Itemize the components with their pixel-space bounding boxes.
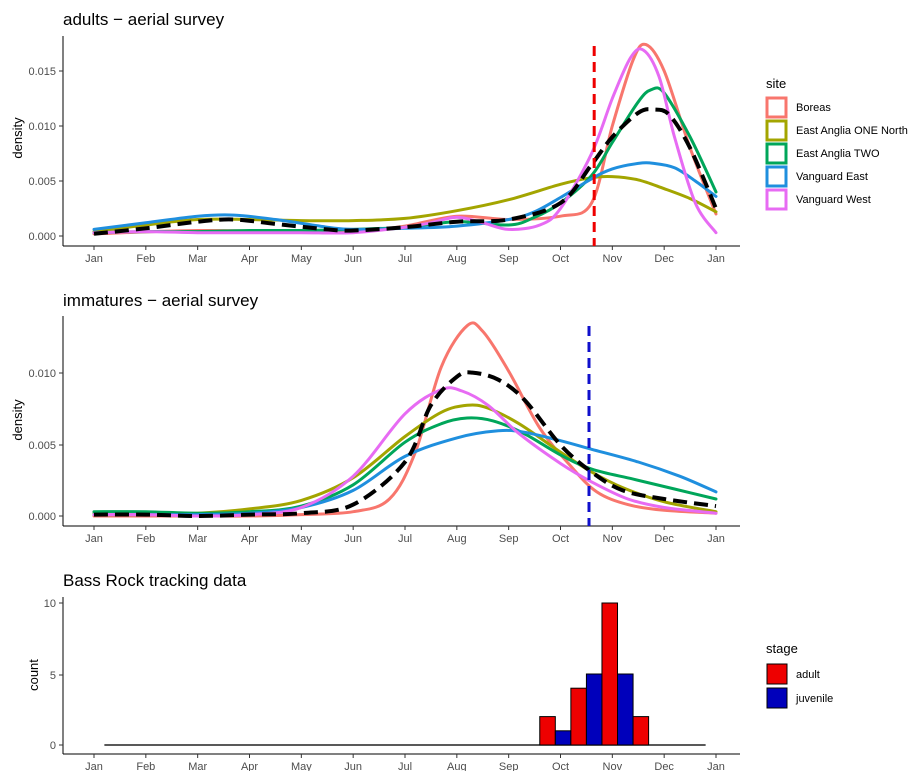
x-tick-label: Sep	[499, 253, 519, 265]
legend-key-boreas	[765, 96, 788, 119]
y-tick-label: 10	[44, 598, 56, 610]
legend-key-vanguard-east	[765, 165, 788, 188]
x-tick-label: Aug	[447, 533, 467, 545]
x-tick-label: Jun	[344, 253, 362, 265]
x-tick-label: Jan	[707, 253, 725, 265]
x-tick-label: Dec	[654, 533, 674, 545]
legend-label-stage: adult	[796, 669, 820, 681]
x-tick-label: Oct	[552, 533, 569, 545]
bar-juvenile	[554, 730, 572, 746]
bar-juvenile	[585, 673, 603, 746]
panel-bass-rock: Bass Rock tracking data count 0 5 10 Jan Feb…	[26, 571, 740, 771]
x-tick-label: Aug	[447, 253, 467, 265]
x-tick-label: Jan	[85, 533, 103, 545]
y-tick-label: 0	[50, 740, 56, 752]
x-tick-label: Mar	[188, 533, 207, 545]
x-tick-label: Nov	[603, 253, 623, 265]
legend-label-site: East Anglia TWO	[796, 148, 880, 160]
x-tick-label: May	[291, 761, 312, 771]
x-tick-label: Dec	[654, 253, 674, 265]
x-tick-label: May	[291, 533, 312, 545]
x-tick-label: Aug	[447, 761, 467, 771]
y-tick-label: 0.010	[28, 121, 56, 133]
y-axis-title-immatures: density	[10, 399, 25, 441]
plot-area-bass-rock: 0 5 10 Jan Feb Mar Apr May Jun Jul Aug Sep Oct Nov Dec…	[44, 597, 740, 771]
bar-juvenile	[617, 673, 634, 746]
x-tick-label: Jan	[707, 761, 725, 771]
legend-title-site: site	[766, 76, 786, 91]
x-tick-label: Jul	[398, 533, 412, 545]
x-tick-label: Feb	[136, 253, 155, 265]
legend-label-site: East Anglia ONE North	[796, 125, 908, 137]
x-tick-label: Jan	[85, 253, 103, 265]
x-tick-label: Apr	[241, 253, 258, 265]
x-tick-label: Jan	[707, 533, 725, 545]
bar-adult	[570, 687, 587, 746]
x-tick-label: Feb	[136, 533, 155, 545]
x-tick-label: Apr	[241, 533, 258, 545]
overall-density-line	[93, 107, 718, 236]
legend-key-east-anglia-one-north	[765, 119, 788, 142]
panel-adults: adults − aerial survey density 0.0000.00…	[10, 10, 740, 265]
bar-adult	[539, 716, 556, 746]
legend-key-adult	[766, 663, 788, 685]
x-tick-label: Nov	[603, 533, 623, 545]
plot-area-immatures: 0.000 0.005 0.010 Jan Feb Mar Apr May Jun Jul Aug S…	[28, 316, 740, 545]
overall-density-line	[93, 370, 717, 519]
series-line-vanguard-west	[92, 386, 718, 518]
x-tick-label: Feb	[136, 761, 155, 771]
x-tick-label: Jun	[344, 761, 362, 771]
panel-title-immatures: immatures − aerial survey	[63, 291, 259, 310]
series-line-vanguard-west	[92, 47, 718, 235]
panel-title-adults: adults − aerial survey	[63, 10, 225, 29]
x-tick-label: May	[291, 253, 312, 265]
y-tick-label: 0.000	[28, 231, 56, 243]
panel-title-bass-rock: Bass Rock tracking data	[63, 571, 247, 590]
x-tick-label: Sep	[499, 533, 519, 545]
x-tick-label: Jun	[344, 533, 362, 545]
series-line-vanguard-east	[92, 161, 718, 231]
x-tick-label: Mar	[188, 761, 207, 771]
y-axis-title-adults: density	[10, 117, 25, 159]
legend-label-site: Vanguard East	[796, 171, 868, 183]
x-tick-label: Jul	[398, 761, 412, 771]
panel-immatures: immatures − aerial survey density 0.0000…	[10, 291, 740, 545]
legend-key-east-anglia-two	[765, 142, 788, 165]
legend-key-vanguard-west	[765, 188, 788, 211]
x-tick-label: Apr	[241, 761, 258, 771]
y-tick-label: 0.005	[28, 176, 56, 188]
x-tick-label: Jan	[85, 761, 103, 771]
series-line-east-anglia-two	[92, 86, 718, 235]
x-tick-label: Dec	[654, 761, 674, 771]
x-tick-label: Oct	[552, 761, 569, 771]
y-tick-label: 0.015	[28, 66, 56, 78]
x-tick-label: Oct	[552, 253, 569, 265]
series-line-east-anglia-two	[92, 416, 718, 515]
y-tick-label: 0.000	[28, 511, 56, 523]
legend-title-stage: stage	[766, 641, 798, 656]
y-tick-label: 5	[50, 670, 56, 682]
bar-adult	[601, 602, 619, 746]
y-tick-label: 0.010	[28, 368, 56, 380]
legend-stage: stage adult juvenile	[766, 641, 833, 709]
x-tick-label: Sep	[499, 761, 519, 771]
legend-label-site: Vanguard West	[796, 194, 871, 206]
legend-site: site Boreas East Anglia ONE North East Ang…	[765, 76, 908, 211]
plot-area-adults: 0.000 0.005 0.010 0.015 Jan Feb Mar Apr May Jun Ju…	[28, 36, 740, 265]
x-tick-label: Nov	[603, 761, 623, 771]
x-tick-label: Jul	[398, 253, 412, 265]
legend-key-juvenile	[766, 687, 788, 709]
y-tick-label: 0.005	[28, 440, 56, 452]
y-axis-title-bass-rock: count	[26, 659, 41, 691]
x-tick-label: Mar	[188, 253, 207, 265]
legend-label-stage: juvenile	[795, 693, 833, 705]
legend-label-site: Boreas	[796, 102, 831, 114]
bar-adult	[632, 716, 650, 746]
